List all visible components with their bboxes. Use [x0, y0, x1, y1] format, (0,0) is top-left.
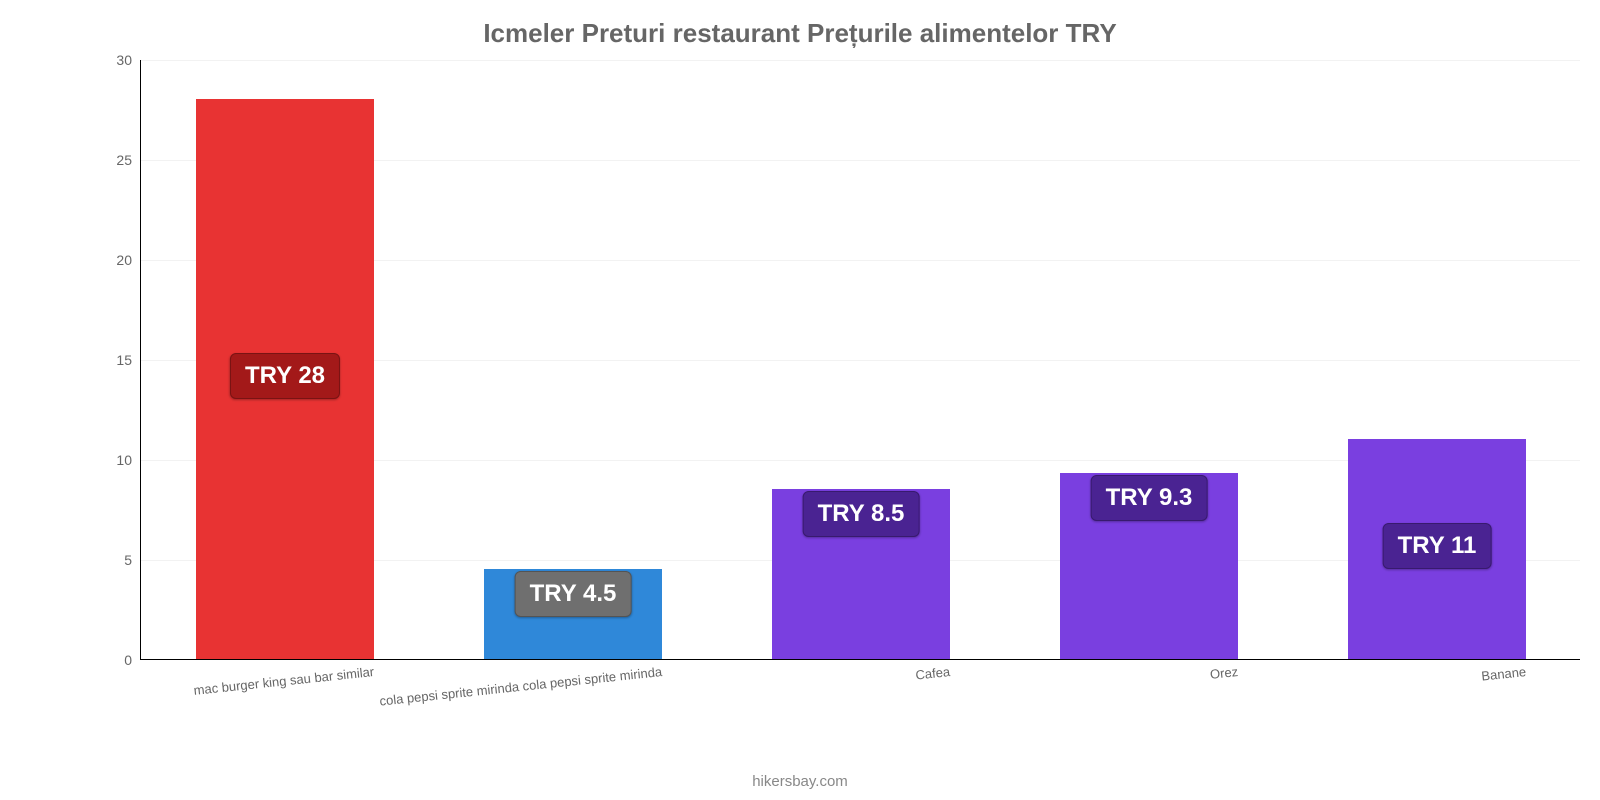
- y-tick-label: 30: [100, 52, 132, 68]
- y-tick-label: 10: [100, 452, 132, 468]
- y-tick-label: 20: [100, 252, 132, 268]
- x-tick-label: mac burger king sau bar similar: [193, 664, 375, 698]
- chart-footer: hikersbay.com: [0, 773, 1600, 790]
- x-tick-label: Banane: [1481, 664, 1527, 684]
- plot-area: TRY 28mac burger king sau bar similarTRY…: [140, 60, 1580, 660]
- x-tick-label: Orez: [1209, 664, 1239, 682]
- y-tick-label: 0: [100, 652, 132, 668]
- value-badge: TRY 11: [1383, 523, 1492, 569]
- y-tick-label: 5: [100, 552, 132, 568]
- gridline: [141, 60, 1580, 61]
- value-badge: TRY 8.5: [803, 491, 920, 537]
- value-badge: TRY 28: [230, 353, 340, 399]
- chart-area: TRY 28 mac burger king sau bar similar TRY…: [100, 60, 1580, 700]
- chart-title: Icmeler Preturi restaurant Prețurile ali…: [0, 0, 1600, 49]
- value-badge: TRY 9.3: [1091, 475, 1208, 521]
- y-tick-label: 25: [100, 152, 132, 168]
- value-badge: TRY 4.5: [515, 571, 632, 617]
- x-tick-label: cola pepsi sprite mirinda cola pepsi spr…: [379, 664, 663, 709]
- y-tick-label: 15: [100, 352, 132, 368]
- x-tick-label: Cafea: [915, 664, 951, 683]
